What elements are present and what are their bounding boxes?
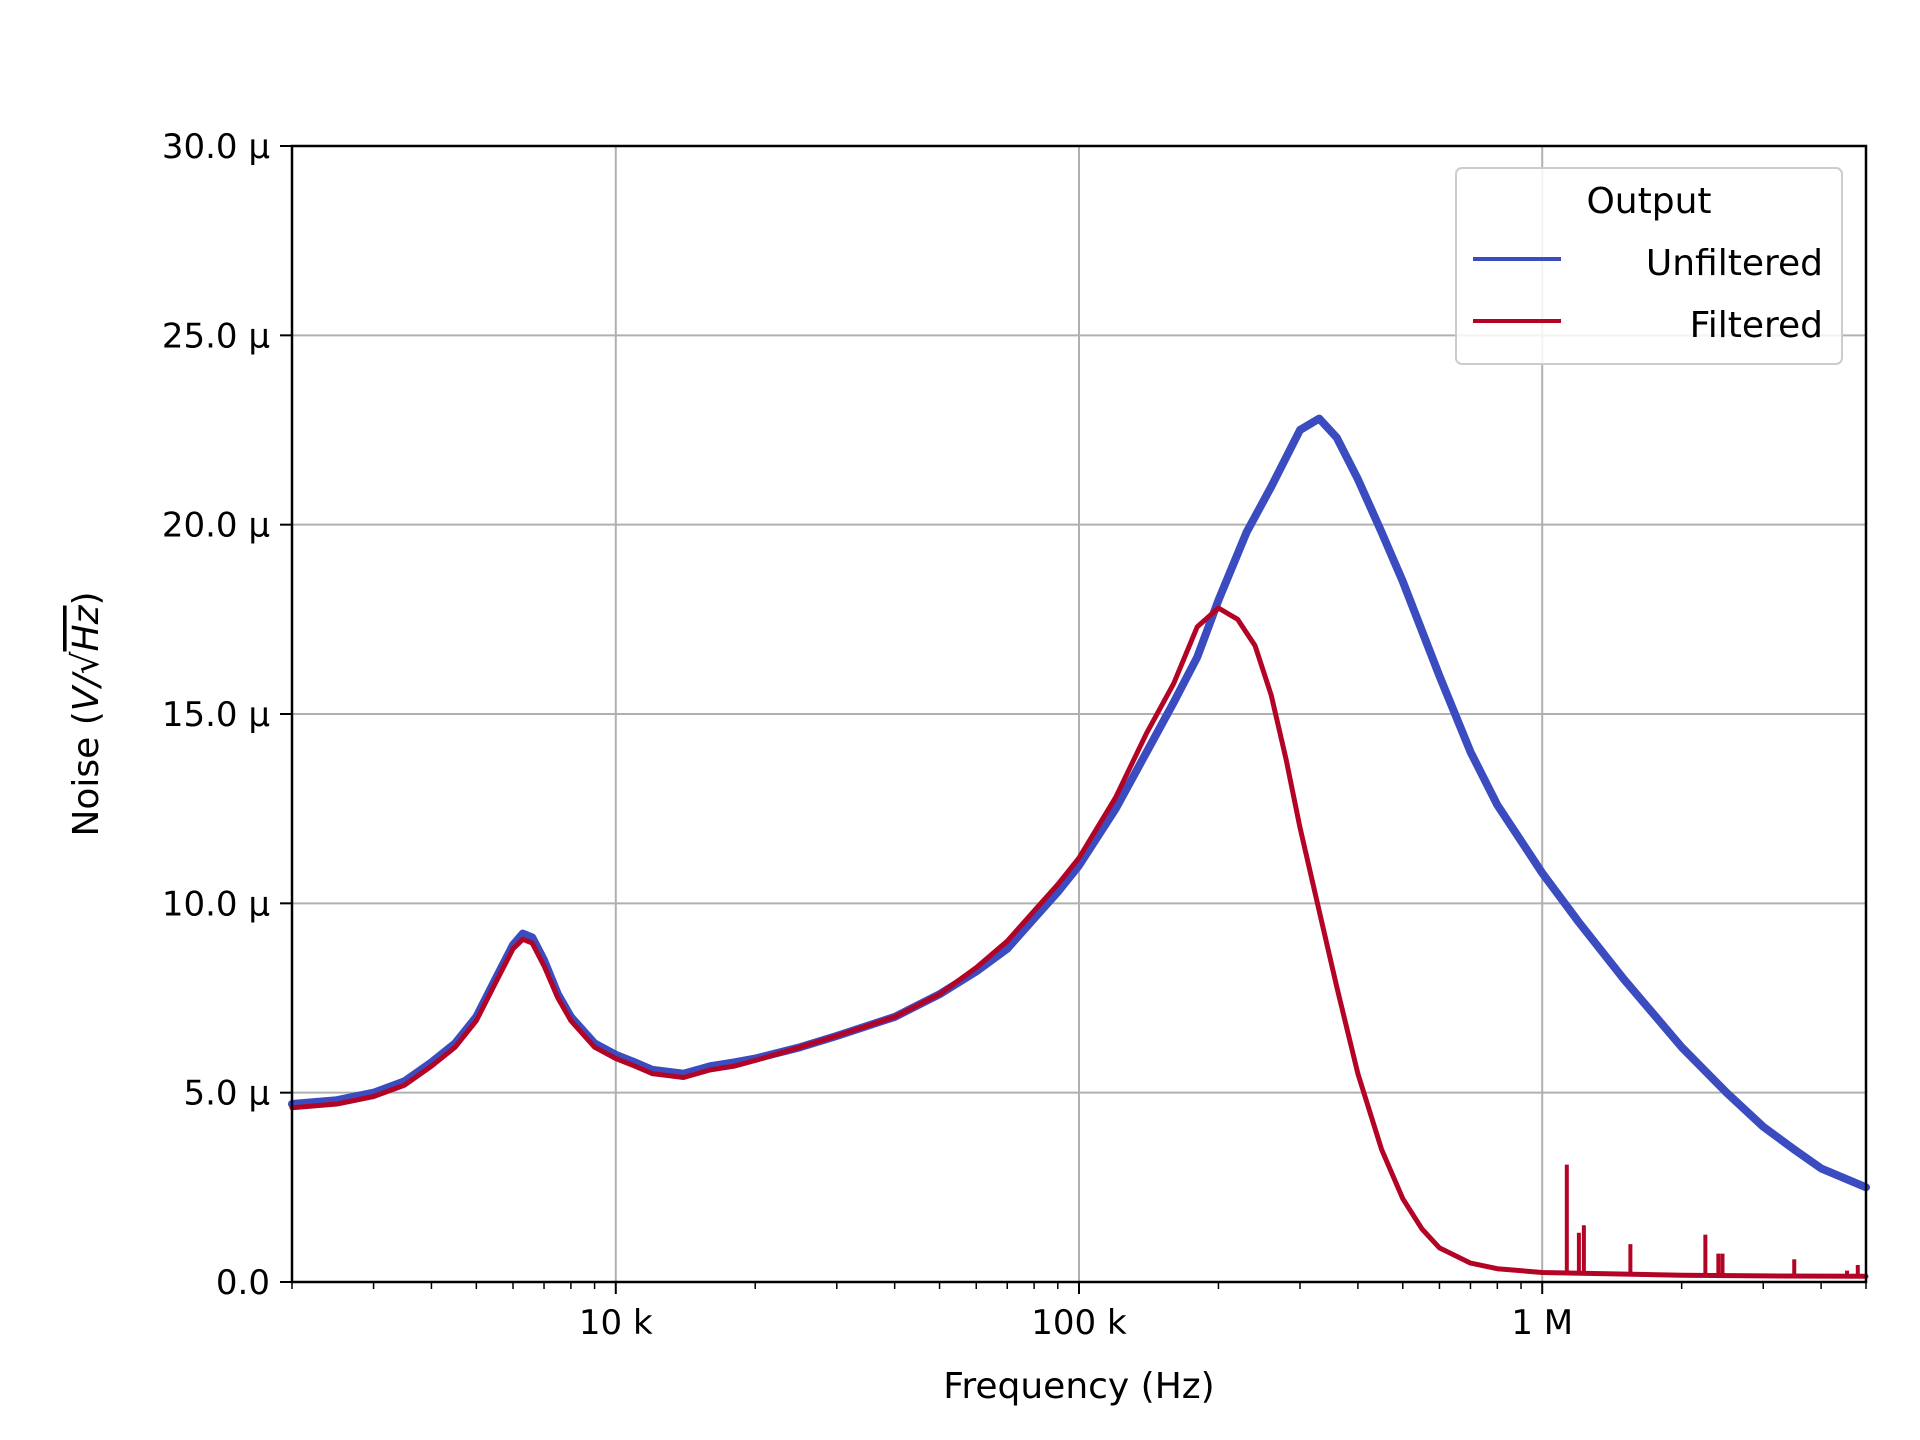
x-tick-label: 1 M — [1511, 1303, 1573, 1343]
sqrt-symbol: √ — [66, 651, 107, 674]
y-axis: 0.0 5.0 µ 10.0 µ 15.0 µ 20.0 µ 25.0 µ 30.0 µ — [162, 127, 292, 1303]
y-tick-label: 30.0 µ — [162, 127, 270, 167]
y-tick-label: 0.0 — [216, 1263, 270, 1303]
y-tick-label: 10.0 µ — [162, 884, 270, 924]
y-tick-label: 20.0 µ — [162, 506, 270, 546]
y-tick-label: 15.0 µ — [162, 695, 270, 735]
legend: Output Unfiltered Filtered — [1455, 167, 1843, 365]
y-axis-title-unit-v: V/ — [66, 671, 107, 712]
y-axis-title: Noise (V/√Hz) — [66, 591, 107, 836]
y-axis-title-text: Noise ( — [66, 711, 107, 836]
y-tick-label: 5.0 µ — [183, 1074, 270, 1114]
y-axis-title-close: ) — [66, 591, 107, 605]
x-tick-label: 10 k — [579, 1303, 653, 1343]
x-axis-title: Frequency (Hz) — [943, 1366, 1214, 1407]
legend-label-unfiltered: Unfiltered — [1646, 243, 1823, 284]
legend-label-filtered: Filtered — [1690, 305, 1823, 346]
y-axis-title-unit-hz: Hz — [66, 604, 107, 651]
series-layer — [288, 414, 1870, 1279]
legend-title: Output — [1586, 181, 1711, 222]
legend-box — [1455, 167, 1843, 365]
y-tick-label: 25.0 µ — [162, 316, 270, 356]
series-line-filtered — [289, 605, 1869, 1279]
x-tick-label: 100 k — [1031, 1303, 1127, 1343]
series-line-unfiltered — [288, 414, 1870, 1192]
x-axis: 10 k 100 k 1 M — [291, 1282, 1867, 1343]
